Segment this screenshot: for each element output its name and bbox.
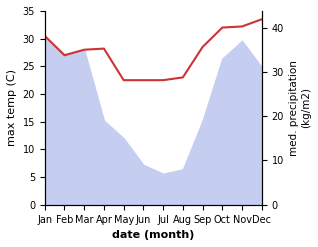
Y-axis label: max temp (C): max temp (C) — [7, 69, 17, 146]
X-axis label: date (month): date (month) — [112, 230, 194, 240]
Y-axis label: med. precipitation
(kg/m2): med. precipitation (kg/m2) — [289, 60, 311, 156]
